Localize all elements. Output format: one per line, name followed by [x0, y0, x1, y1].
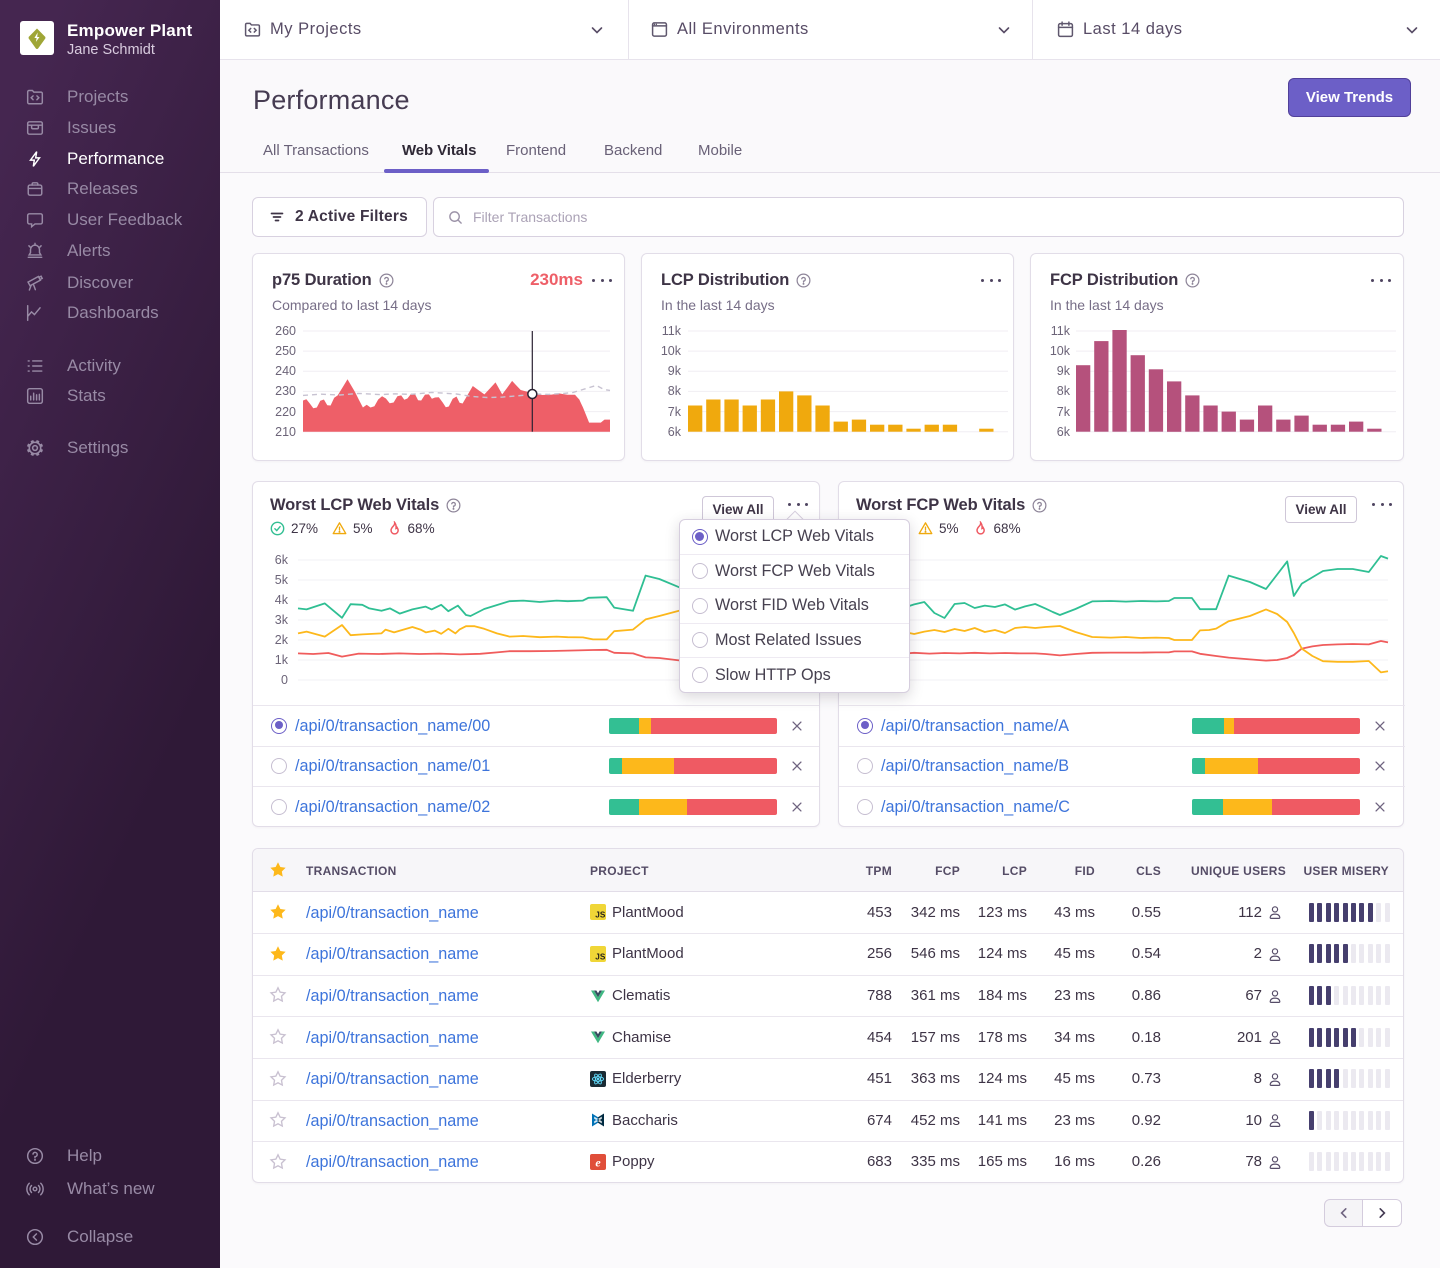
- svg-text:e: e: [595, 1156, 601, 1170]
- svg-text:JS: JS: [595, 911, 606, 920]
- svg-text:JS: JS: [595, 953, 606, 962]
